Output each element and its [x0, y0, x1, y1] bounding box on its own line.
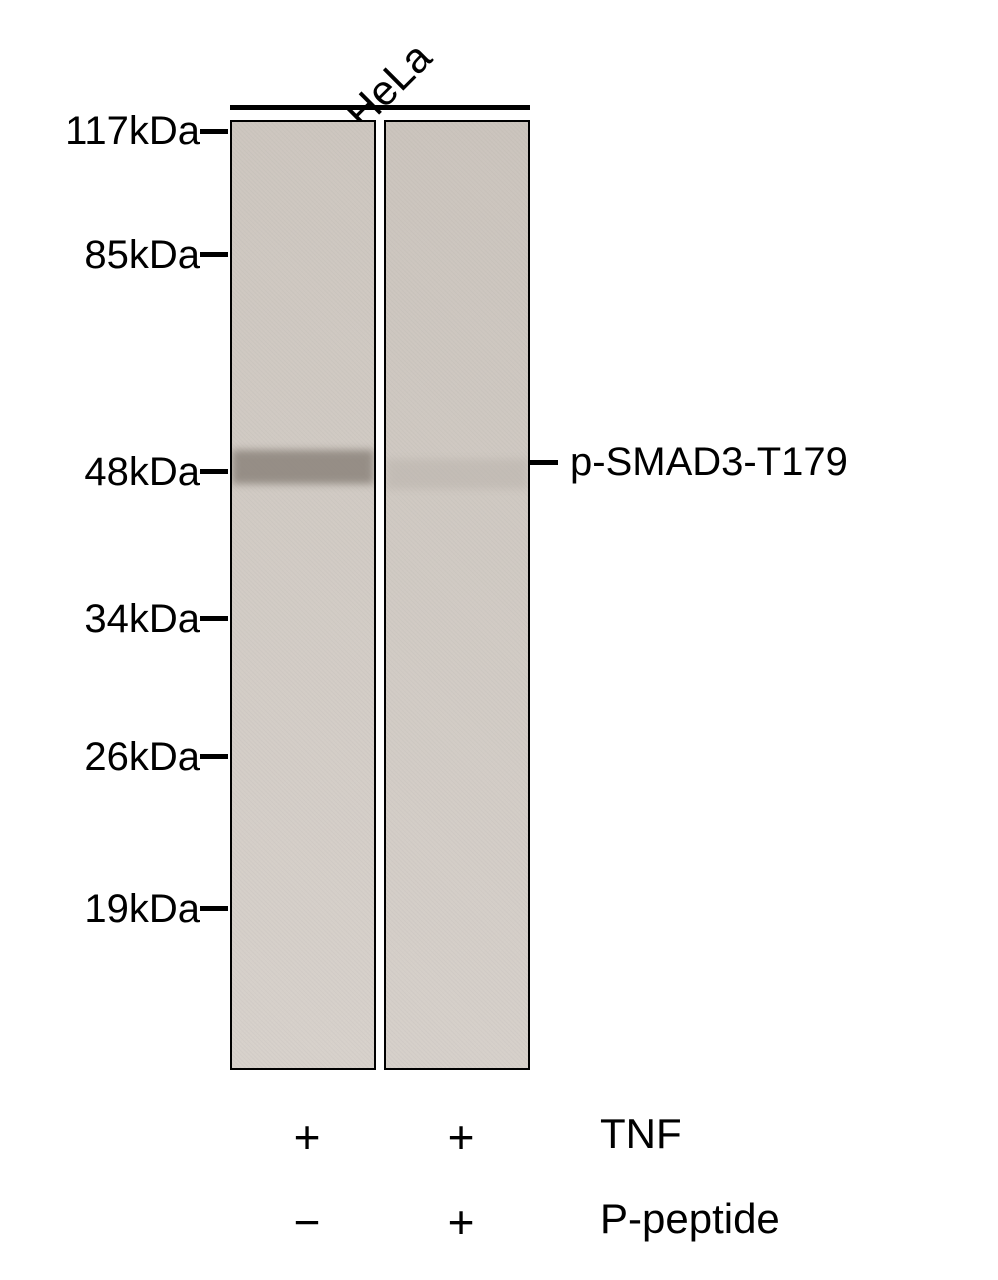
mw-marker-tick [200, 469, 228, 474]
sample-bar [230, 105, 530, 110]
band-annotation-tick [530, 460, 558, 465]
protein-band [232, 450, 374, 484]
treatment-symbol: + [384, 1110, 538, 1164]
blot-container [230, 120, 530, 1070]
blot-lane-2 [384, 120, 530, 1070]
treatment-symbol: − [230, 1195, 384, 1249]
mw-marker-label: 19kDa [84, 887, 200, 932]
mw-marker-label: 26kDa [84, 735, 200, 780]
treatment-symbol: + [230, 1110, 384, 1164]
western-blot-figure: HeLa 117kDa85kDa48kDa34kDa26kDa19kDa p-S… [0, 0, 998, 1280]
band-annotation-label: p-SMAD3-T179 [570, 440, 848, 485]
mw-marker-tick [200, 129, 228, 134]
treatment-row: ++ [230, 1110, 538, 1164]
mw-marker-tick [200, 754, 228, 759]
mw-marker-label: 34kDa [84, 597, 200, 642]
treatment-row: −+ [230, 1195, 538, 1249]
mw-marker-tick [200, 616, 228, 621]
mw-marker-label: 48kDa [84, 450, 200, 495]
mw-marker-tick [200, 906, 228, 911]
treatment-symbol: + [384, 1195, 538, 1249]
lane-grain [386, 122, 528, 1068]
treatment-label: TNF [600, 1110, 682, 1158]
mw-marker-label: 85kDa [84, 233, 200, 278]
mw-marker-label: 117kDa [65, 109, 200, 154]
lane-grain [232, 122, 374, 1068]
treatment-label: P-peptide [600, 1195, 780, 1243]
mw-marker-tick [200, 252, 228, 257]
blot-lane-1 [230, 120, 376, 1070]
protein-band [386, 459, 528, 489]
